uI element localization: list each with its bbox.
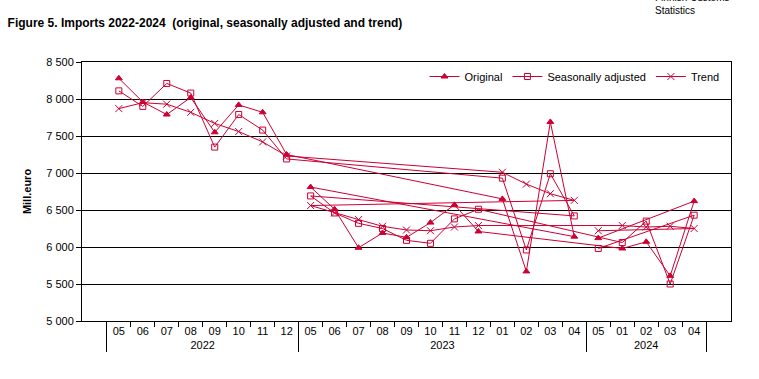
svg-text:05: 05 bbox=[592, 325, 604, 337]
svg-text:5 500: 5 500 bbox=[46, 278, 74, 290]
svg-text:6 500: 6 500 bbox=[46, 204, 74, 216]
svg-text:06: 06 bbox=[328, 325, 340, 337]
svg-text:Finnish CustomsStatistics: Finnish CustomsStatistics bbox=[655, 0, 729, 16]
svg-text:Seasonally adjusted: Seasonally adjusted bbox=[547, 71, 645, 83]
svg-text:6 000: 6 000 bbox=[46, 241, 74, 253]
svg-text:04: 04 bbox=[568, 325, 580, 337]
svg-text:5 000: 5 000 bbox=[46, 315, 74, 327]
svg-text:01: 01 bbox=[496, 325, 508, 337]
svg-text:2023: 2023 bbox=[430, 339, 454, 351]
svg-text:09: 09 bbox=[209, 325, 221, 337]
svg-text:8 000: 8 000 bbox=[46, 93, 74, 105]
svg-text:Trend: Trend bbox=[691, 71, 719, 83]
svg-text:10: 10 bbox=[424, 325, 436, 337]
svg-text:06: 06 bbox=[137, 325, 149, 337]
svg-text:Figure 5. Imports 2022-2024 (: Figure 5. Imports 2022-2024 (original, s… bbox=[8, 16, 403, 30]
svg-text:07: 07 bbox=[352, 325, 364, 337]
svg-text:05: 05 bbox=[304, 325, 316, 337]
svg-text:03: 03 bbox=[664, 325, 676, 337]
svg-text:2024: 2024 bbox=[634, 339, 658, 351]
svg-text:07: 07 bbox=[161, 325, 173, 337]
svg-text:08: 08 bbox=[185, 325, 197, 337]
svg-text:7 000: 7 000 bbox=[46, 167, 74, 179]
svg-text:Mill.euro: Mill.euro bbox=[21, 169, 33, 215]
svg-text:02: 02 bbox=[640, 325, 652, 337]
svg-text:01: 01 bbox=[616, 325, 628, 337]
svg-text:12: 12 bbox=[472, 325, 484, 337]
svg-text:05: 05 bbox=[113, 325, 125, 337]
svg-text:Original: Original bbox=[465, 71, 503, 83]
svg-text:02: 02 bbox=[520, 325, 532, 337]
svg-text:10: 10 bbox=[233, 325, 245, 337]
svg-text:09: 09 bbox=[400, 325, 412, 337]
svg-text:8 500: 8 500 bbox=[46, 56, 74, 68]
svg-text:11: 11 bbox=[449, 325, 460, 337]
svg-text:08: 08 bbox=[376, 325, 388, 337]
svg-text:7 500: 7 500 bbox=[46, 130, 74, 142]
svg-text:2022: 2022 bbox=[190, 339, 214, 351]
svg-text:11: 11 bbox=[257, 325, 268, 337]
svg-text:12: 12 bbox=[281, 325, 293, 337]
svg-text:03: 03 bbox=[544, 325, 556, 337]
svg-text:04: 04 bbox=[688, 325, 700, 337]
